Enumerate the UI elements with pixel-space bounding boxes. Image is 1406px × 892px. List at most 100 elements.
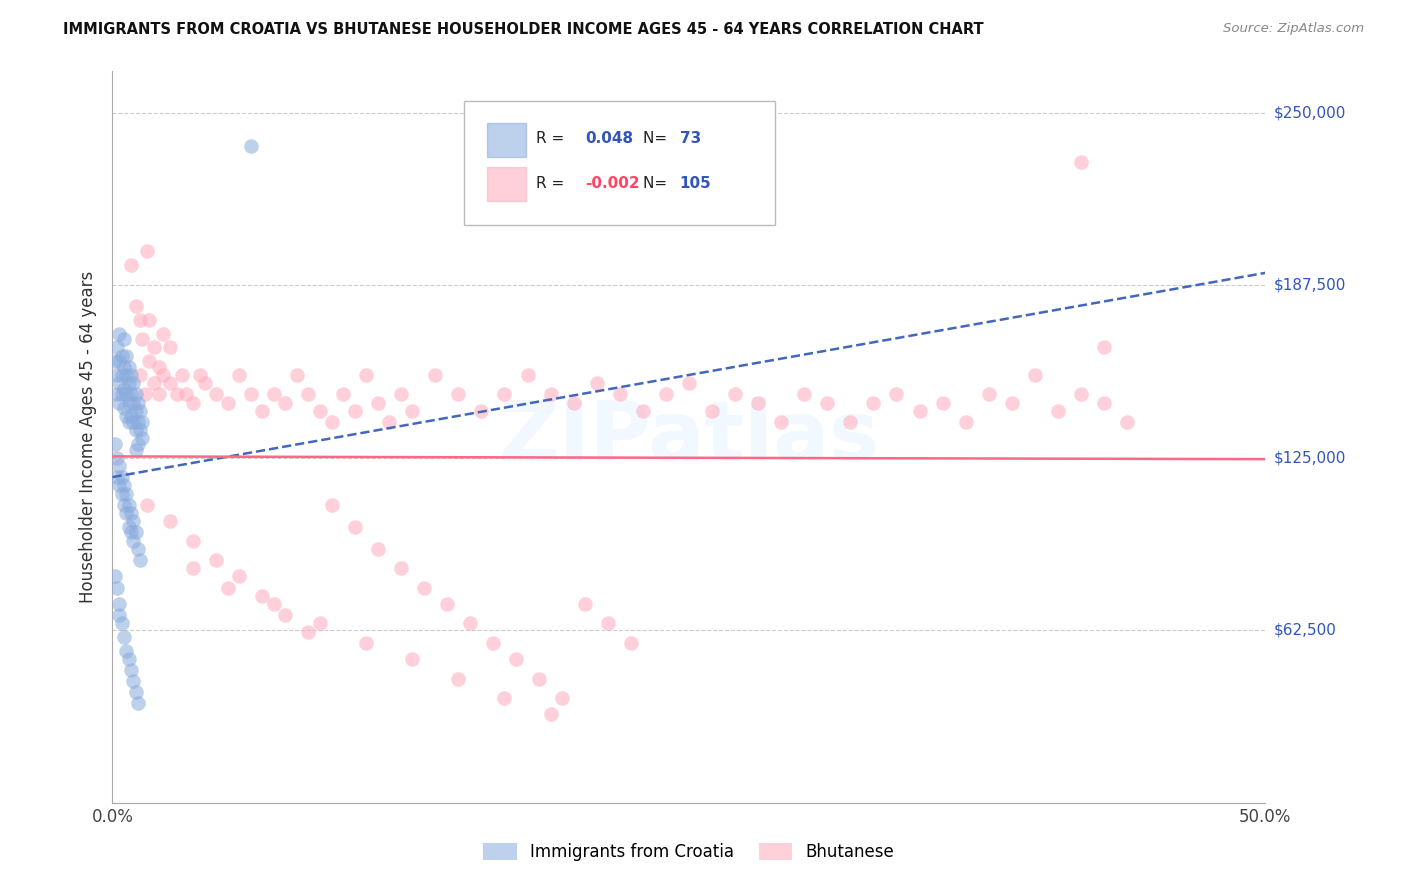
Point <box>131 415 153 429</box>
Point <box>111 349 134 363</box>
Point <box>117 498 139 512</box>
Point <box>136 498 159 512</box>
Point <box>551 690 574 705</box>
Point <box>205 387 228 401</box>
Point <box>458 616 481 631</box>
Point <box>494 690 516 705</box>
Point <box>117 395 139 409</box>
Point <box>120 368 142 382</box>
Point <box>354 368 377 382</box>
Point <box>378 415 401 429</box>
Point <box>217 395 239 409</box>
Point <box>354 636 377 650</box>
FancyBboxPatch shape <box>464 101 776 225</box>
Point <box>138 354 160 368</box>
Point <box>228 569 250 583</box>
Point <box>105 340 128 354</box>
Point <box>111 486 134 500</box>
Text: 105: 105 <box>679 176 711 191</box>
Point <box>129 368 152 382</box>
Point <box>117 415 139 429</box>
Point <box>115 486 138 500</box>
Point <box>166 387 188 401</box>
Point <box>181 533 204 548</box>
Point <box>332 387 354 401</box>
Point <box>108 597 131 611</box>
Point <box>112 401 135 416</box>
Point <box>143 340 166 354</box>
Point <box>129 423 152 437</box>
Point <box>136 244 159 258</box>
Point <box>129 553 152 567</box>
Point <box>152 326 174 341</box>
Point <box>108 354 131 368</box>
Point <box>631 404 654 418</box>
Point <box>931 395 953 409</box>
Point <box>112 359 135 374</box>
Point <box>1024 368 1046 382</box>
Text: 0.048: 0.048 <box>585 131 633 146</box>
Point <box>793 387 815 401</box>
Point <box>129 404 152 418</box>
Point <box>678 376 700 391</box>
Point <box>252 589 274 603</box>
Point <box>263 387 285 401</box>
Point <box>620 636 643 650</box>
Point <box>120 409 142 424</box>
Point <box>111 616 134 631</box>
Point <box>120 387 142 401</box>
Point <box>117 359 139 374</box>
Point <box>108 608 131 623</box>
Point <box>112 332 135 346</box>
Point <box>527 672 550 686</box>
Point <box>505 652 527 666</box>
Point <box>297 624 319 639</box>
Text: N=: N= <box>643 176 672 191</box>
Point <box>112 478 135 492</box>
Point <box>124 442 146 457</box>
Point <box>239 139 262 153</box>
Point <box>127 395 149 409</box>
Point <box>120 258 142 272</box>
Point <box>228 368 250 382</box>
Point <box>1046 404 1069 418</box>
Point <box>886 387 908 401</box>
Point <box>585 376 607 391</box>
Point <box>108 376 131 391</box>
Point <box>482 636 505 650</box>
Point <box>174 387 197 401</box>
Point <box>115 368 138 382</box>
Text: 73: 73 <box>679 131 702 146</box>
Point <box>152 368 174 382</box>
Point <box>122 533 145 548</box>
Point <box>122 376 145 391</box>
Point <box>1092 340 1115 354</box>
Point <box>112 498 135 512</box>
Point <box>770 415 793 429</box>
Point <box>122 514 145 528</box>
Point <box>117 376 139 391</box>
Point <box>159 376 181 391</box>
Point <box>447 672 470 686</box>
Point <box>131 332 153 346</box>
Point <box>285 368 308 382</box>
Point <box>124 423 146 437</box>
Point <box>105 368 128 382</box>
Text: $62,500: $62,500 <box>1274 623 1337 638</box>
Point <box>977 387 1000 401</box>
Point <box>122 415 145 429</box>
Point <box>367 395 389 409</box>
Point <box>263 597 285 611</box>
Point <box>127 697 149 711</box>
Point <box>120 525 142 540</box>
Point <box>138 312 160 326</box>
Point <box>120 663 142 677</box>
Point <box>112 630 135 644</box>
Point <box>516 368 538 382</box>
Text: R =: R = <box>536 176 568 191</box>
Point <box>540 707 562 722</box>
Point <box>1116 415 1139 429</box>
Point <box>129 312 152 326</box>
Point <box>148 359 170 374</box>
Point <box>367 541 389 556</box>
